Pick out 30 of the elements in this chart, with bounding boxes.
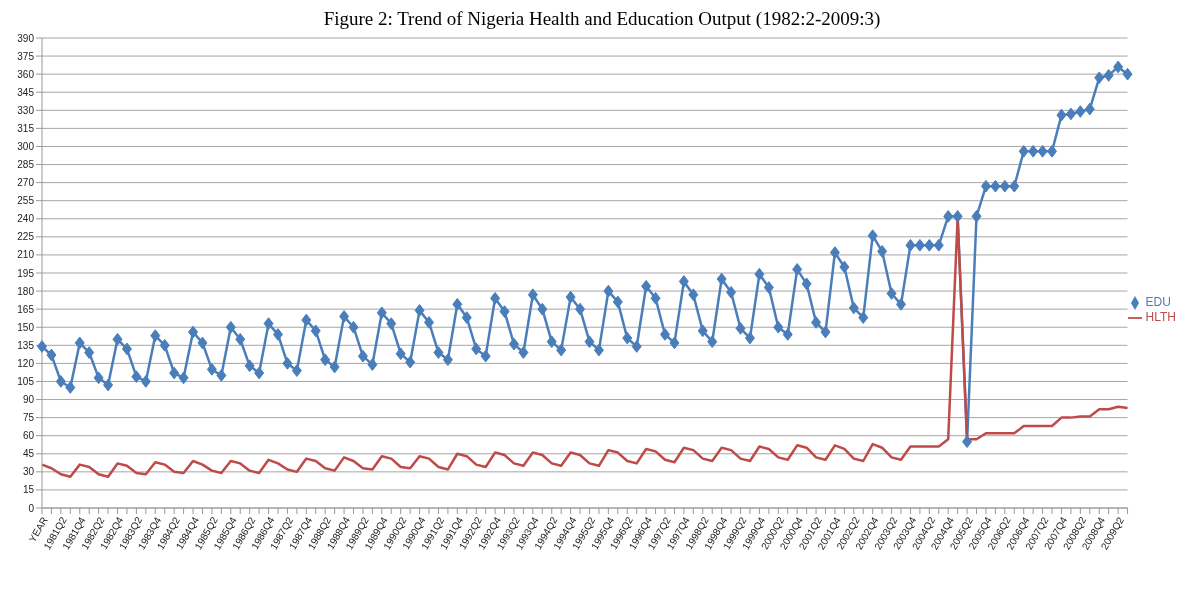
y-tick-label: 270: [17, 177, 35, 189]
y-tick-label: 255: [17, 195, 35, 207]
y-tick-label: 330: [17, 104, 35, 116]
y-tick-label: 0: [28, 502, 35, 514]
y-tick-label: 45: [22, 448, 35, 460]
y-tick-label: 105: [17, 376, 35, 388]
legend-label: HLTH: [1145, 310, 1176, 324]
y-tick-label: 165: [17, 303, 35, 315]
y-tick-label: 300: [17, 141, 35, 153]
y-tick-label: 15: [22, 484, 35, 496]
y-tick-label: 240: [17, 213, 35, 225]
y-tick-label: 315: [17, 122, 35, 134]
y-tick-label: 360: [17, 68, 35, 80]
y-tick-label: 90: [22, 394, 35, 406]
y-tick-label: 30: [22, 466, 35, 478]
y-tick-label: 180: [17, 285, 35, 297]
y-tick-label: 60: [22, 430, 35, 442]
y-tick-label: 285: [17, 159, 35, 171]
y-tick-label: 75: [22, 412, 35, 424]
y-tick-label: 150: [17, 321, 35, 333]
y-tick-label: 195: [17, 267, 35, 279]
y-tick-label: 225: [17, 231, 35, 243]
y-tick-label: 345: [17, 86, 35, 98]
y-tick-label: 375: [17, 50, 35, 62]
y-tick-label: 135: [17, 339, 35, 351]
y-tick-label: 390: [17, 32, 35, 44]
legend-label: EDU: [1145, 295, 1171, 310]
chart-title: Figure 2: Trend of Nigeria Health and Education Output (1982:2-2009:3): [322, 8, 882, 30]
y-tick-label: 210: [17, 249, 35, 261]
y-tick-label: 120: [17, 357, 35, 369]
